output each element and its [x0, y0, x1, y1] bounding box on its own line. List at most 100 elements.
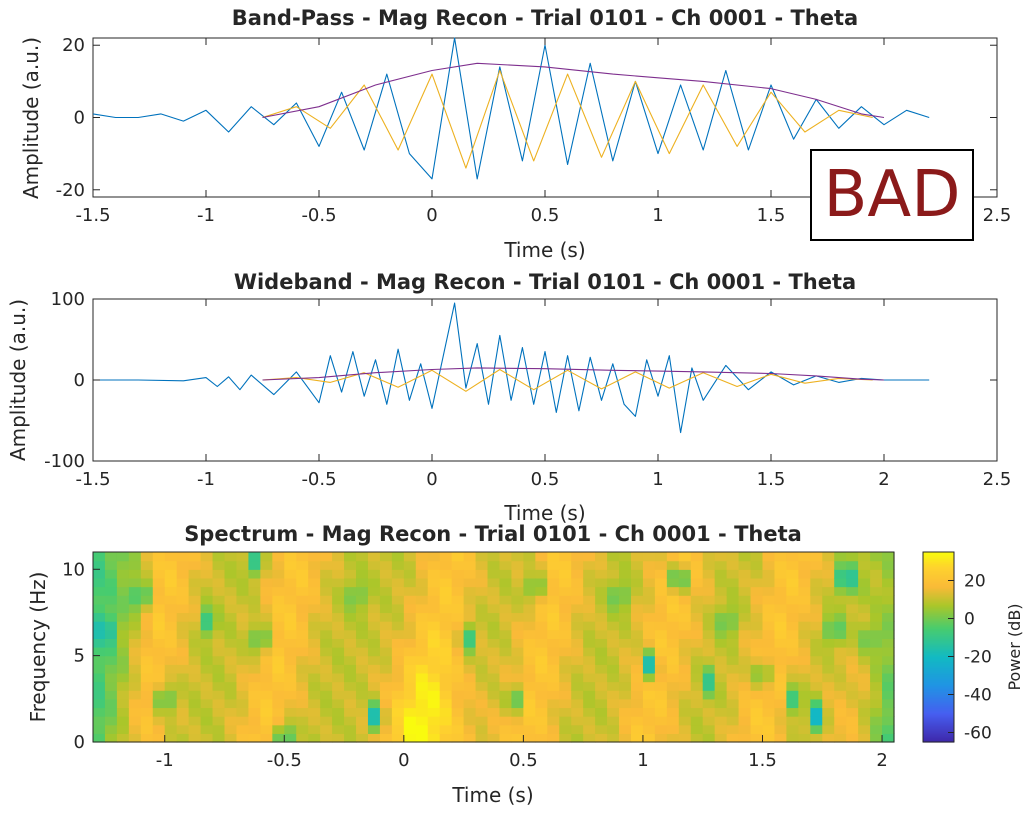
heatmap-cell — [703, 630, 716, 639]
heatmap-cell — [810, 621, 823, 630]
heatmap-cell — [248, 595, 261, 604]
heatmap-cell — [643, 612, 656, 621]
heatmap-cell — [655, 604, 668, 613]
colorbar-tick-label: -20 — [964, 648, 992, 668]
heatmap-cell — [416, 612, 429, 621]
heatmap-cell — [643, 673, 656, 682]
heatmap-cell — [631, 707, 644, 716]
heatmap-cell — [153, 604, 166, 613]
heatmap-cell — [679, 733, 692, 742]
heatmap-cell — [810, 587, 823, 596]
heatmap-cell — [583, 699, 596, 708]
heatmap-cell — [547, 595, 560, 604]
heatmap-cell — [679, 716, 692, 725]
heatmap-cell — [117, 673, 130, 682]
heatmap-cell — [679, 664, 692, 673]
heatmap-cell — [595, 569, 608, 578]
heatmap-cell — [392, 569, 405, 578]
heatmap-cell — [404, 656, 417, 665]
heatmap-cell — [727, 595, 740, 604]
colorbar-ticks: -60-40-20020 — [948, 572, 992, 744]
heatmap-cell — [308, 561, 321, 570]
heatmap-cell — [296, 638, 309, 647]
heatmap-cell — [882, 725, 895, 734]
heatmap-cell — [236, 569, 249, 578]
heatmap-cell — [715, 604, 728, 613]
heatmap-cell — [488, 604, 501, 613]
heatmap-cell — [834, 604, 847, 613]
heatmap-cell — [882, 699, 895, 708]
heatmap-cell — [117, 725, 130, 734]
heatmap-cell — [344, 612, 357, 621]
heatmap-cell — [368, 569, 381, 578]
heatmap-cell — [272, 716, 285, 725]
heatmap-cell — [93, 733, 106, 742]
heatmap-cell — [464, 638, 477, 647]
heatmap-cell — [786, 561, 799, 570]
heatmap-cell — [236, 733, 249, 742]
wideband-x-tick-label: 0 — [426, 469, 437, 490]
heatmap-cell — [631, 569, 644, 578]
heatmap-cell — [177, 561, 190, 570]
heatmap-cell — [201, 647, 214, 656]
heatmap-cell — [870, 664, 883, 673]
heatmap-cell — [332, 690, 345, 699]
heatmap-cell — [870, 569, 883, 578]
heatmap-cell — [834, 552, 847, 561]
heatmap-cell — [547, 725, 560, 734]
heatmap-cell — [464, 612, 477, 621]
heatmap-cell — [213, 552, 226, 561]
heatmap-cell — [284, 612, 297, 621]
heatmap-cell — [583, 690, 596, 699]
heatmap-cell — [691, 656, 704, 665]
heatmap-cell — [440, 707, 453, 716]
heatmap-cell — [416, 716, 429, 725]
heatmap-cell — [523, 604, 536, 613]
heatmap-cell — [428, 725, 441, 734]
heatmap-cell — [141, 733, 154, 742]
heatmap-cell — [631, 638, 644, 647]
heatmap-cell — [117, 656, 130, 665]
heatmap-cell — [476, 569, 489, 578]
heatmap-cell — [129, 552, 142, 561]
heatmap-cell — [691, 578, 704, 587]
heatmap-cell — [822, 647, 835, 656]
heatmap-cell — [559, 569, 572, 578]
heatmap-cell — [882, 578, 895, 587]
heatmap-cell — [332, 552, 345, 561]
heatmap-cell — [810, 595, 823, 604]
heatmap-cell — [583, 656, 596, 665]
heatmap-cell — [858, 707, 871, 716]
heatmap-cell — [284, 578, 297, 587]
heatmap-cell — [260, 664, 273, 673]
heatmap-cell — [165, 690, 178, 699]
heatmap-cell — [703, 673, 716, 682]
heatmap-cell — [308, 604, 321, 613]
heatmap-cell — [858, 595, 871, 604]
heatmap-cell — [870, 630, 883, 639]
heatmap-cell — [356, 725, 369, 734]
heatmap-cell — [727, 612, 740, 621]
heatmap-cell — [129, 725, 142, 734]
heatmap-cell — [428, 673, 441, 682]
heatmap-cell — [236, 716, 249, 725]
heatmap-cell — [440, 716, 453, 725]
heatmap-cell — [153, 587, 166, 596]
heatmap-cell — [715, 569, 728, 578]
heatmap-cell — [308, 725, 321, 734]
heatmap-cell — [667, 647, 680, 656]
heatmap-cell — [464, 682, 477, 691]
heatmap-cell — [751, 595, 764, 604]
heatmap-cell — [308, 595, 321, 604]
heatmap-cell — [416, 587, 429, 596]
heatmap-cell — [320, 690, 333, 699]
heatmap-cell — [870, 673, 883, 682]
heatmap-cell — [464, 725, 477, 734]
heatmap-cell — [691, 552, 704, 561]
heatmap-cell — [786, 664, 799, 673]
heatmap-cell — [655, 733, 668, 742]
heatmap-cell — [559, 604, 572, 613]
heatmap-cell — [153, 561, 166, 570]
heatmap-cell — [810, 707, 823, 716]
heatmap-cell — [535, 604, 548, 613]
